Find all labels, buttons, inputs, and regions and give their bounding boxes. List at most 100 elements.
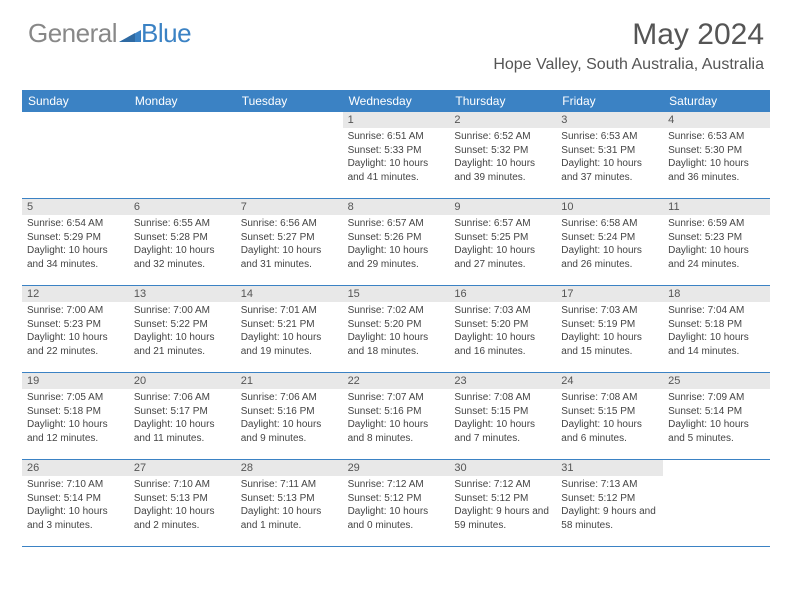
sunset-line: Sunset: 5:19 PM [561,318,658,332]
day-number: 8 [343,199,450,215]
sunset-line: Sunset: 5:23 PM [27,318,124,332]
sunset-line: Sunset: 5:20 PM [348,318,445,332]
daylight-line: Daylight: 10 hours and 16 minutes. [454,331,551,358]
calendar-week: 26Sunrise: 7:10 AMSunset: 5:14 PMDayligh… [22,460,770,547]
sunrise-line: Sunrise: 7:10 AM [134,478,231,492]
calendar-day: 7Sunrise: 6:56 AMSunset: 5:27 PMDaylight… [236,199,343,285]
day-details: Sunrise: 6:53 AMSunset: 5:30 PMDaylight:… [663,128,770,186]
daylight-line: Daylight: 10 hours and 18 minutes. [348,331,445,358]
day-number: 25 [663,373,770,389]
sunrise-line: Sunrise: 7:03 AM [454,304,551,318]
sunrise-line: Sunrise: 7:08 AM [561,391,658,405]
calendar-week: 12Sunrise: 7:00 AMSunset: 5:23 PMDayligh… [22,286,770,373]
day-details: Sunrise: 6:54 AMSunset: 5:29 PMDaylight:… [22,215,129,273]
sunset-line: Sunset: 5:18 PM [668,318,765,332]
sunrise-line: Sunrise: 6:58 AM [561,217,658,231]
daylight-line: Daylight: 10 hours and 6 minutes. [561,418,658,445]
sunset-line: Sunset: 5:22 PM [134,318,231,332]
sunrise-line: Sunrise: 6:59 AM [668,217,765,231]
sunset-line: Sunset: 5:26 PM [348,231,445,245]
daylight-line: Daylight: 9 hours and 59 minutes. [454,505,551,532]
calendar-week: 19Sunrise: 7:05 AMSunset: 5:18 PMDayligh… [22,373,770,460]
sunset-line: Sunset: 5:20 PM [454,318,551,332]
sunrise-line: Sunrise: 6:53 AM [668,130,765,144]
calendar-day: 10Sunrise: 6:58 AMSunset: 5:24 PMDayligh… [556,199,663,285]
sunset-line: Sunset: 5:25 PM [454,231,551,245]
sunrise-line: Sunrise: 7:11 AM [241,478,338,492]
calendar-day: 14Sunrise: 7:01 AMSunset: 5:21 PMDayligh… [236,286,343,372]
calendar-day: 19Sunrise: 7:05 AMSunset: 5:18 PMDayligh… [22,373,129,459]
sunrise-line: Sunrise: 6:56 AM [241,217,338,231]
day-details: Sunrise: 6:56 AMSunset: 5:27 PMDaylight:… [236,215,343,273]
day-number: 18 [663,286,770,302]
calendar-week: 5Sunrise: 6:54 AMSunset: 5:29 PMDaylight… [22,199,770,286]
calendar-day: 31Sunrise: 7:13 AMSunset: 5:12 PMDayligh… [556,460,663,546]
day-details: Sunrise: 7:12 AMSunset: 5:12 PMDaylight:… [343,476,450,534]
day-number: 4 [663,112,770,128]
sunset-line: Sunset: 5:12 PM [348,492,445,506]
calendar-day: 8Sunrise: 6:57 AMSunset: 5:26 PMDaylight… [343,199,450,285]
sunset-line: Sunset: 5:28 PM [134,231,231,245]
calendar-week: 1Sunrise: 6:51 AMSunset: 5:33 PMDaylight… [22,112,770,199]
calendar-day: 23Sunrise: 7:08 AMSunset: 5:15 PMDayligh… [449,373,556,459]
sunrise-line: Sunrise: 7:09 AM [668,391,765,405]
day-number: 12 [22,286,129,302]
day-details: Sunrise: 7:03 AMSunset: 5:19 PMDaylight:… [556,302,663,360]
logo-text-1: General [28,18,117,49]
daylight-line: Daylight: 10 hours and 9 minutes. [241,418,338,445]
sunset-line: Sunset: 5:29 PM [27,231,124,245]
day-number: 28 [236,460,343,476]
daylight-line: Daylight: 10 hours and 22 minutes. [27,331,124,358]
day-details: Sunrise: 7:07 AMSunset: 5:16 PMDaylight:… [343,389,450,447]
sunrise-line: Sunrise: 7:06 AM [241,391,338,405]
day-details: Sunrise: 7:12 AMSunset: 5:12 PMDaylight:… [449,476,556,534]
sunset-line: Sunset: 5:16 PM [241,405,338,419]
sunrise-line: Sunrise: 7:03 AM [561,304,658,318]
sunset-line: Sunset: 5:17 PM [134,405,231,419]
sunrise-line: Sunrise: 6:53 AM [561,130,658,144]
daylight-line: Daylight: 10 hours and 36 minutes. [668,157,765,184]
sunrise-line: Sunrise: 7:12 AM [454,478,551,492]
sunrise-line: Sunrise: 6:51 AM [348,130,445,144]
day-details: Sunrise: 6:57 AMSunset: 5:25 PMDaylight:… [449,215,556,273]
calendar-day: 15Sunrise: 7:02 AMSunset: 5:20 PMDayligh… [343,286,450,372]
weekday-header: Thursday [449,90,556,112]
calendar-empty [236,112,343,198]
day-number: 22 [343,373,450,389]
daylight-line: Daylight: 10 hours and 12 minutes. [27,418,124,445]
daylight-line: Daylight: 10 hours and 24 minutes. [668,244,765,271]
sunrise-line: Sunrise: 6:54 AM [27,217,124,231]
sunset-line: Sunset: 5:24 PM [561,231,658,245]
day-details: Sunrise: 6:53 AMSunset: 5:31 PMDaylight:… [556,128,663,186]
daylight-line: Daylight: 10 hours and 39 minutes. [454,157,551,184]
daylight-line: Daylight: 10 hours and 5 minutes. [668,418,765,445]
calendar-day: 30Sunrise: 7:12 AMSunset: 5:12 PMDayligh… [449,460,556,546]
calendar-day: 28Sunrise: 7:11 AMSunset: 5:13 PMDayligh… [236,460,343,546]
daylight-line: Daylight: 10 hours and 0 minutes. [348,505,445,532]
sunset-line: Sunset: 5:12 PM [454,492,551,506]
weekday-header-row: SundayMondayTuesdayWednesdayThursdayFrid… [22,90,770,112]
sunset-line: Sunset: 5:27 PM [241,231,338,245]
sunrise-line: Sunrise: 7:02 AM [348,304,445,318]
daylight-line: Daylight: 10 hours and 34 minutes. [27,244,124,271]
sunrise-line: Sunrise: 6:52 AM [454,130,551,144]
sunrise-line: Sunrise: 7:00 AM [27,304,124,318]
calendar: SundayMondayTuesdayWednesdayThursdayFrid… [22,90,770,547]
calendar-day: 24Sunrise: 7:08 AMSunset: 5:15 PMDayligh… [556,373,663,459]
daylight-line: Daylight: 10 hours and 1 minute. [241,505,338,532]
day-number: 2 [449,112,556,128]
sunrise-line: Sunrise: 6:55 AM [134,217,231,231]
day-details: Sunrise: 7:09 AMSunset: 5:14 PMDaylight:… [663,389,770,447]
calendar-day: 22Sunrise: 7:07 AMSunset: 5:16 PMDayligh… [343,373,450,459]
weekday-header: Tuesday [236,90,343,112]
sunrise-line: Sunrise: 7:01 AM [241,304,338,318]
calendar-day: 12 Sunrise: 7:00 AMSunset: 5:23 PMDayligh… [22,286,129,372]
calendar-day: 2Sunrise: 6:52 AMSunset: 5:32 PMDaylight… [449,112,556,198]
sunset-line: Sunset: 5:14 PM [668,405,765,419]
day-number: 7 [236,199,343,215]
daylight-line: Daylight: 10 hours and 21 minutes. [134,331,231,358]
day-number: 21 [236,373,343,389]
daylight-line: Daylight: 10 hours and 14 minutes. [668,331,765,358]
day-number: 5 [22,199,129,215]
day-number: 16 [449,286,556,302]
